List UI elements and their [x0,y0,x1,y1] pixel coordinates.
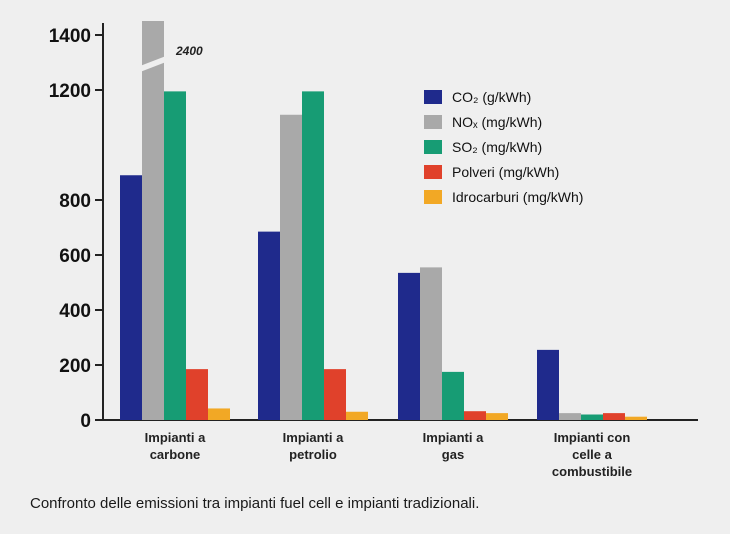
legend-swatch [424,190,442,204]
bar [464,411,486,420]
legend-label: Polveri (mg/kWh) [452,164,559,180]
legend-label: SO₂ (mg/kWh) [452,139,542,155]
legend-swatch [424,165,442,179]
bar [346,411,368,420]
x-tick-label: Impianti a gas [423,430,484,462]
bar [398,272,420,420]
bar [120,175,142,420]
bar [559,413,581,420]
legend-label: Idrocarburi (mg/kWh) [452,189,583,205]
y-tick-label: 800 [59,191,91,212]
legend-label: NOₓ (mg/kWh) [452,114,542,130]
bar [420,267,442,420]
x-tick-label: Impianti a petrolio [283,430,344,462]
legend-swatch [424,140,442,154]
bar [280,114,302,420]
bar [258,231,280,420]
bar [186,369,208,420]
bar [486,413,508,420]
bar [302,91,324,420]
bar [581,414,603,420]
axis-break-gap [140,56,166,72]
y-tick-label: 1200 [49,81,91,102]
bar [603,413,625,420]
y-tick-label: 0 [80,411,91,432]
bar [442,371,464,420]
bar [208,408,230,420]
x-tick-label: Impianti a carbone [145,430,206,462]
legend-swatch [424,115,442,129]
bar [625,416,647,420]
chart-caption: Confronto delle emissioni tra impianti f… [30,495,480,512]
bar [142,21,164,420]
y-tick-label: 600 [59,246,91,267]
y-tick-label: 400 [59,301,91,322]
x-tick-label: Impianti con celle a combustibile [552,430,632,479]
bar [324,369,346,420]
y-tick-label: 200 [59,356,91,377]
bar [164,91,186,420]
y-tick-label: 1400 [49,26,91,47]
legend-label: CO₂ (g/kWh) [452,89,531,105]
bar [537,349,559,420]
break-value-label: 2400 [175,44,203,58]
legend-swatch [424,90,442,104]
